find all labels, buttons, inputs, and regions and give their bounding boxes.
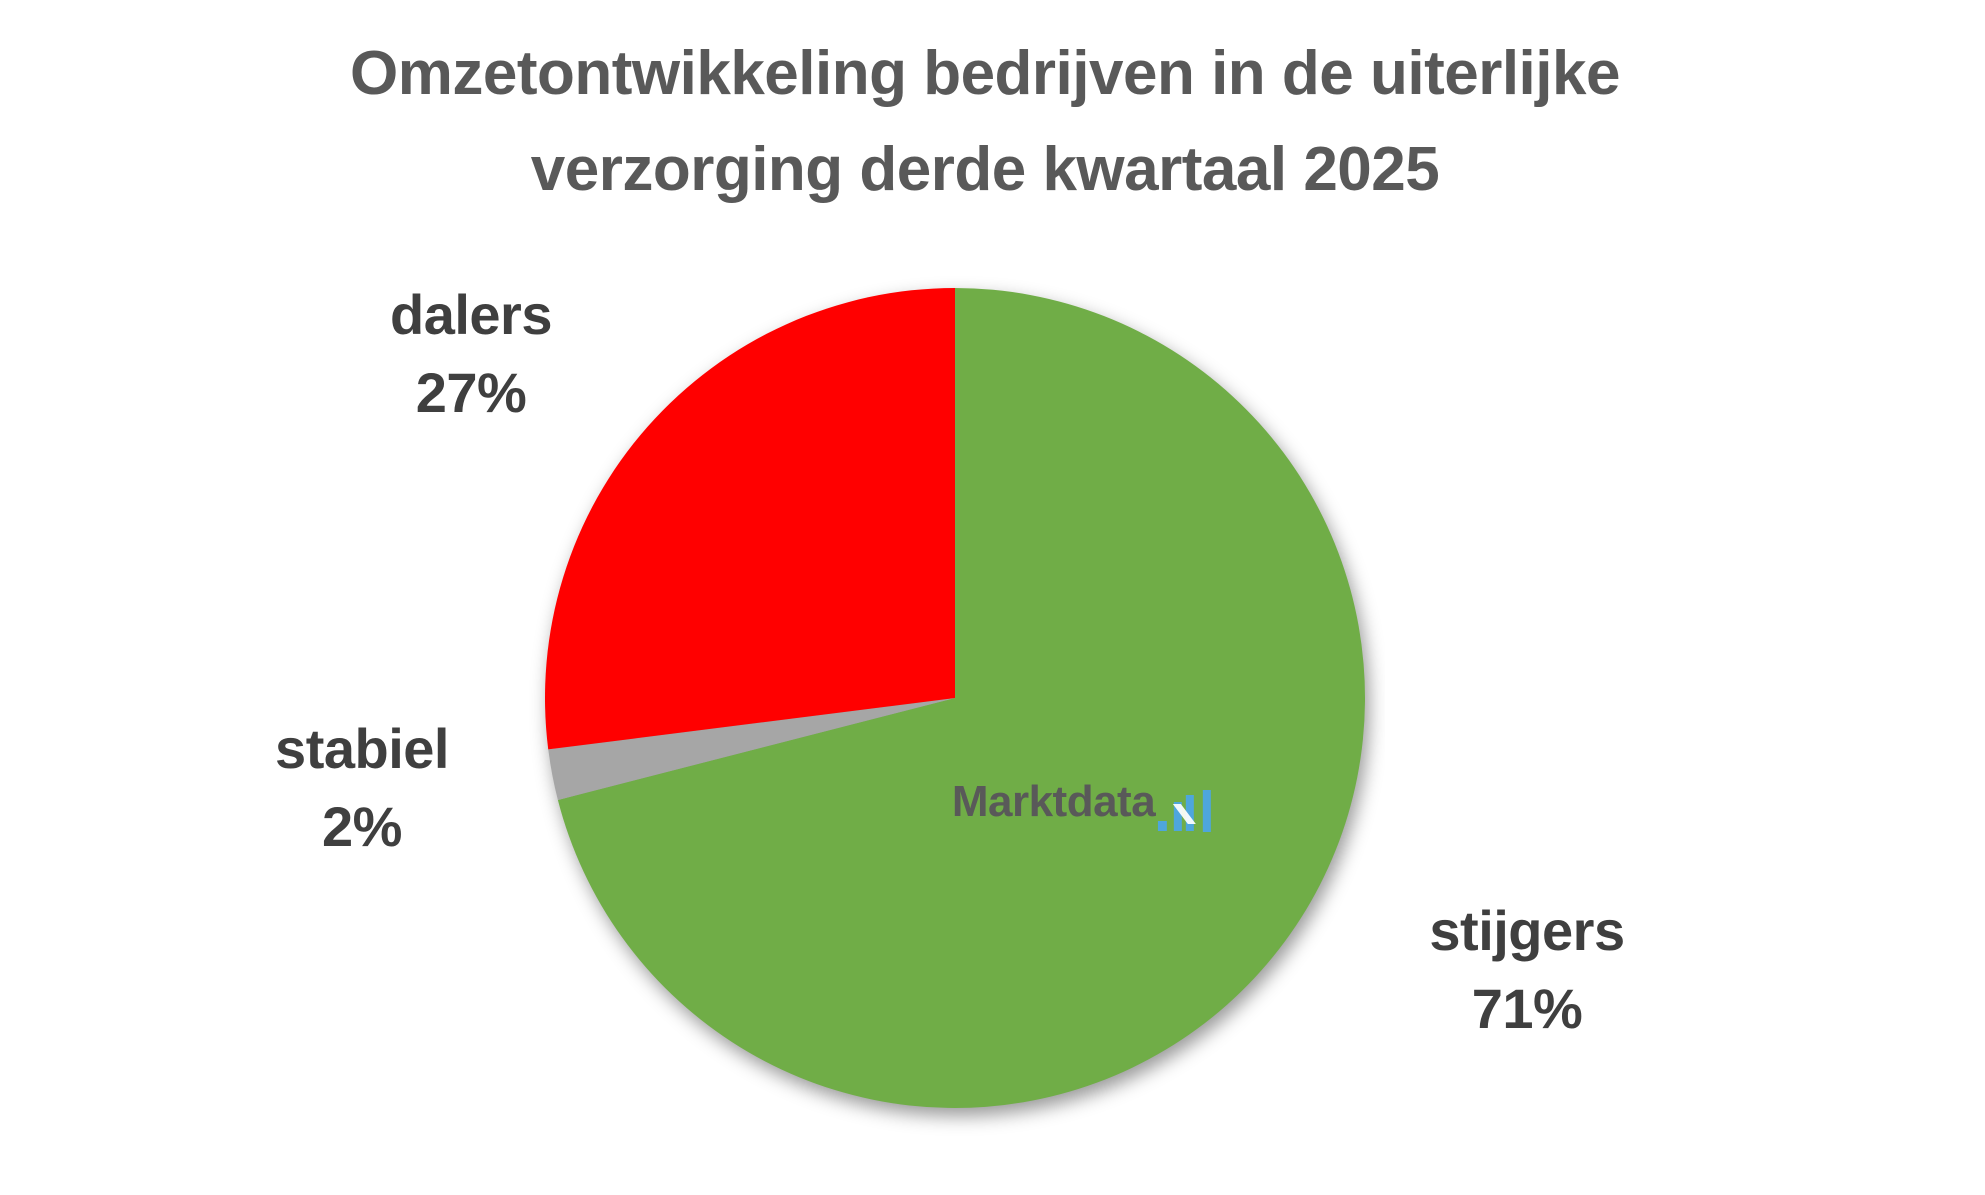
slice-label-stijgers-value: 71% — [1471, 977, 1583, 1040]
pie-chart — [544, 288, 1365, 1108]
marktdata-watermark: Marktdata . nl — [951, 777, 1212, 832]
pie-slice-dalers — [544, 288, 955, 750]
logo-l-bar — [1203, 790, 1212, 832]
slice-label-dalers-value: 27% — [415, 361, 527, 424]
logo-n-bar-left — [1174, 802, 1183, 831]
slice-label-stijgers-name: stijgers — [1429, 899, 1625, 962]
slice-label-dalers-name: dalers — [390, 283, 553, 346]
slice-label-stabiel: stabiel 2% — [275, 710, 449, 866]
pie-slice-stijgers — [557, 288, 1365, 1108]
pie-slice-stabiel — [548, 698, 955, 800]
slice-label-stabiel-value: 2% — [322, 795, 402, 858]
chart-title: Omzetontwikkeling bedrijven in de uiterl… — [135, 26, 1835, 218]
slice-label-dalers: dalers 27% — [390, 276, 553, 432]
slice-label-stijgers: stijgers 71% — [1429, 892, 1625, 1048]
slice-label-stabiel-name: stabiel — [275, 717, 449, 780]
marktdata-nl-logo-icon — [1158, 790, 1212, 832]
logo-n-diagonal — [1173, 804, 1197, 824]
logo-n-bar-right — [1186, 795, 1195, 831]
chart-title-line-1: Omzetontwikkeling bedrijven in de uiterl… — [350, 39, 1620, 108]
marktdata-brand-text: Marktdata — [951, 777, 1156, 826]
chart-title-line-2: verzorging derde kwartaal 2025 — [530, 135, 1440, 204]
logo-dot — [1158, 821, 1168, 831]
